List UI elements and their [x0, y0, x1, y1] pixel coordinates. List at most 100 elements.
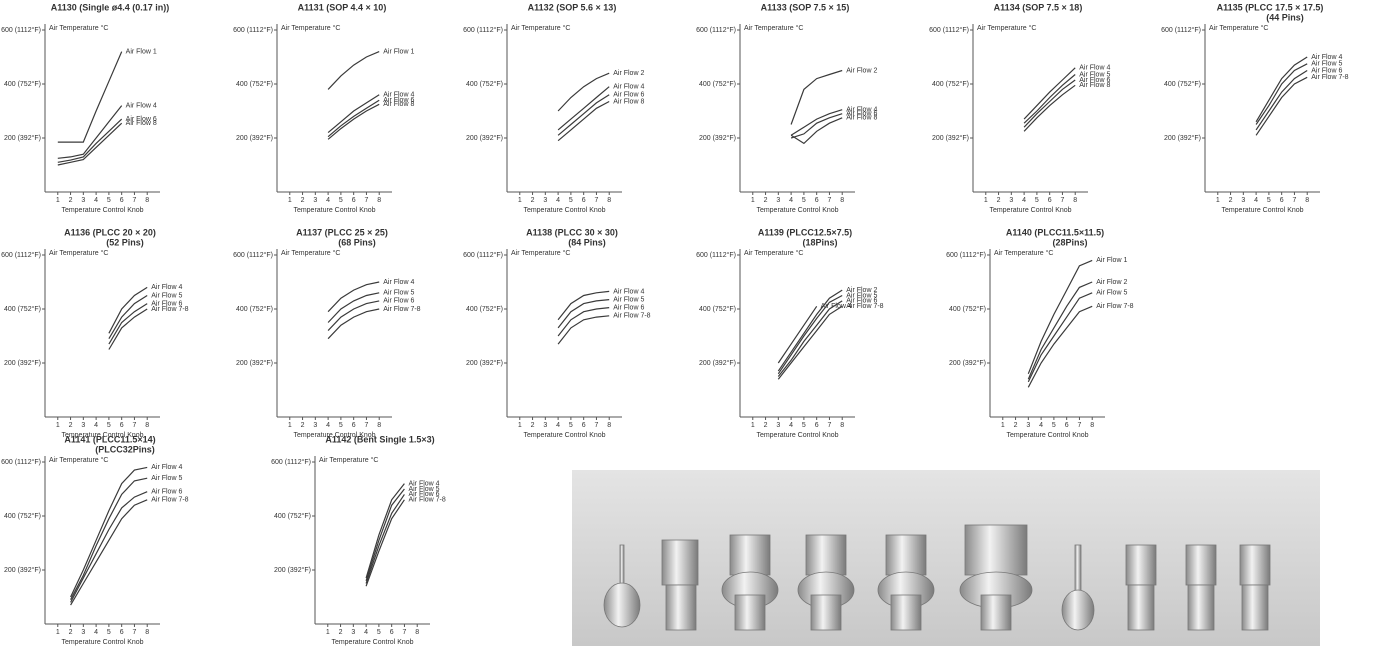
chart-title: A1130 (Single ø4.4 (0.17 in))	[51, 2, 170, 12]
chart-subtitle: (18Pins)	[802, 237, 837, 247]
x-tick-label: 5	[107, 629, 111, 636]
x-axis-label: Temperature Control Knob	[989, 207, 1071, 214]
x-tick-label: 8	[1305, 197, 1309, 204]
series-line	[1024, 75, 1075, 124]
series-line	[328, 309, 379, 339]
y-axis-label: Air Temperature °C	[511, 24, 570, 32]
y-axis-label: Air Temperature °C	[744, 249, 803, 257]
x-tick-label: 6	[120, 422, 124, 429]
series-line	[778, 306, 842, 379]
chart: A1134 (SOP 7.5 × 18)Air Temperature °CTe…	[929, 2, 1110, 213]
x-tick-label: 1	[56, 422, 60, 429]
x-tick-label: 8	[415, 629, 419, 636]
y-tick-label: 400 (752°F)	[949, 305, 986, 313]
y-tick-label: 600 (1112°F)	[696, 26, 736, 34]
x-tick-label: 8	[607, 422, 611, 429]
x-tick-label: 7	[364, 422, 368, 429]
x-tick-label: 5	[107, 422, 111, 429]
series-label: Air Flow 7-8	[846, 303, 883, 310]
y-tick-label: 600 (1112°F)	[1, 26, 41, 34]
series-label: Air Flow 4	[383, 279, 414, 286]
page: A1130 (Single ø4.4 (0.17 in)) Air Tempera…	[0, 0, 1373, 646]
x-tick-label: 8	[1090, 422, 1094, 429]
series-label: Air Flow 1	[1096, 257, 1127, 264]
series-label: Air Flow 6	[383, 298, 414, 305]
x-axis-label: Temperature Control Knob	[756, 207, 838, 214]
x-tick-label: 8	[1073, 197, 1077, 204]
chart-title: A1134 (SOP 7.5 × 18)	[994, 2, 1083, 12]
chart-title: A1133 (SOP 7.5 × 15)	[761, 2, 850, 12]
chart-title: A1139 (PLCC12.5×7.5)	[758, 227, 852, 237]
series-line	[1256, 64, 1307, 125]
series-label: Air Flow 7-8	[1311, 74, 1348, 81]
y-tick-label: 200 (392°F)	[466, 134, 503, 142]
series-line	[328, 104, 379, 139]
y-tick-label: 600 (1112°F)	[233, 251, 273, 259]
x-tick-label: 1	[1001, 422, 1005, 429]
x-axis-label: Temperature Control Knob	[756, 432, 838, 439]
x-tick-label: 8	[145, 422, 149, 429]
x-axis-label: Temperature Control Knob	[523, 207, 605, 214]
chart-title: A1142 (Bent Single 1.5×3)	[325, 434, 434, 444]
x-tick-label: 4	[94, 422, 98, 429]
y-tick-label: 400 (752°F)	[4, 305, 41, 313]
series-line	[1024, 68, 1075, 119]
x-tick-label: 6	[1065, 422, 1069, 429]
x-tick-label: 4	[326, 422, 330, 429]
x-tick-label: 3	[1241, 197, 1245, 204]
x-tick-label: 5	[339, 197, 343, 204]
x-tick-label: 3	[313, 422, 317, 429]
y-tick-label: 200 (392°F)	[949, 359, 986, 367]
x-tick-label: 3	[543, 197, 547, 204]
x-axis-label: Temperature Control Knob	[293, 207, 375, 214]
y-axis-label: Air Temperature °C	[994, 249, 1053, 257]
x-axis-label: Temperature Control Knob	[61, 207, 143, 214]
series-line	[558, 95, 609, 136]
series-line	[558, 300, 609, 328]
x-tick-label: 5	[1052, 422, 1056, 429]
x-tick-label: 2	[69, 197, 73, 204]
series-line	[328, 52, 379, 90]
chart-title: A1131 (SOP 4.4 × 10)	[298, 2, 387, 12]
y-tick-label: 400 (752°F)	[932, 80, 969, 88]
x-tick-label: 3	[1026, 422, 1030, 429]
y-axis-label: Air Temperature °C	[49, 24, 108, 32]
y-axis-label: Air Temperature °C	[49, 249, 108, 257]
series-label: Air Flow 5	[151, 475, 182, 482]
x-tick-label: 2	[531, 422, 535, 429]
chart: A1138 (PLCC 30 × 30)(84 Pins)Air Tempera…	[463, 227, 651, 438]
x-tick-label: 2	[764, 197, 768, 204]
series-label: Air Flow 1	[383, 48, 414, 55]
x-tick-label: 2	[69, 422, 73, 429]
y-tick-label: 200 (392°F)	[932, 134, 969, 142]
series-label: Air Flow 7-8	[151, 497, 188, 504]
x-tick-label: 6	[815, 197, 819, 204]
y-tick-label: 200 (392°F)	[699, 359, 736, 367]
y-tick-label: 600 (1112°F)	[233, 26, 273, 34]
x-tick-label: 8	[840, 422, 844, 429]
series-label: Air Flow 4	[613, 84, 644, 91]
series-label: Air Flow 6	[151, 489, 182, 496]
series-label: Air Flow 4	[126, 102, 157, 109]
y-tick-label: 200 (392°F)	[466, 359, 503, 367]
series-label: Air Flow 4	[613, 288, 644, 295]
x-tick-label: 2	[1229, 197, 1233, 204]
x-axis-label: Temperature Control Knob	[1006, 432, 1088, 439]
series-line	[791, 114, 842, 138]
series-label: Air Flow 7-8	[151, 306, 188, 313]
x-tick-label: 6	[1280, 197, 1284, 204]
x-tick-label: 1	[56, 197, 60, 204]
chart-title: A1141 (PLCC11.5×14)	[64, 434, 155, 444]
y-tick-label: 600 (1112°F)	[1161, 26, 1201, 34]
x-tick-label: 7	[1292, 197, 1296, 204]
chart-title: A1136 (PLCC 20 × 20)	[64, 227, 156, 237]
series-label: Air Flow 8	[383, 101, 414, 108]
x-tick-label: 3	[81, 629, 85, 636]
x-axis-label: Temperature Control Knob	[331, 639, 413, 646]
x-tick-label: 1	[751, 422, 755, 429]
x-tick-label: 2	[531, 197, 535, 204]
y-tick-label: 600 (1112°F)	[1, 458, 41, 466]
y-axis-label: Air Temperature °C	[744, 24, 803, 32]
series-line	[1256, 57, 1307, 122]
series-label: Air Flow 2	[613, 70, 644, 77]
